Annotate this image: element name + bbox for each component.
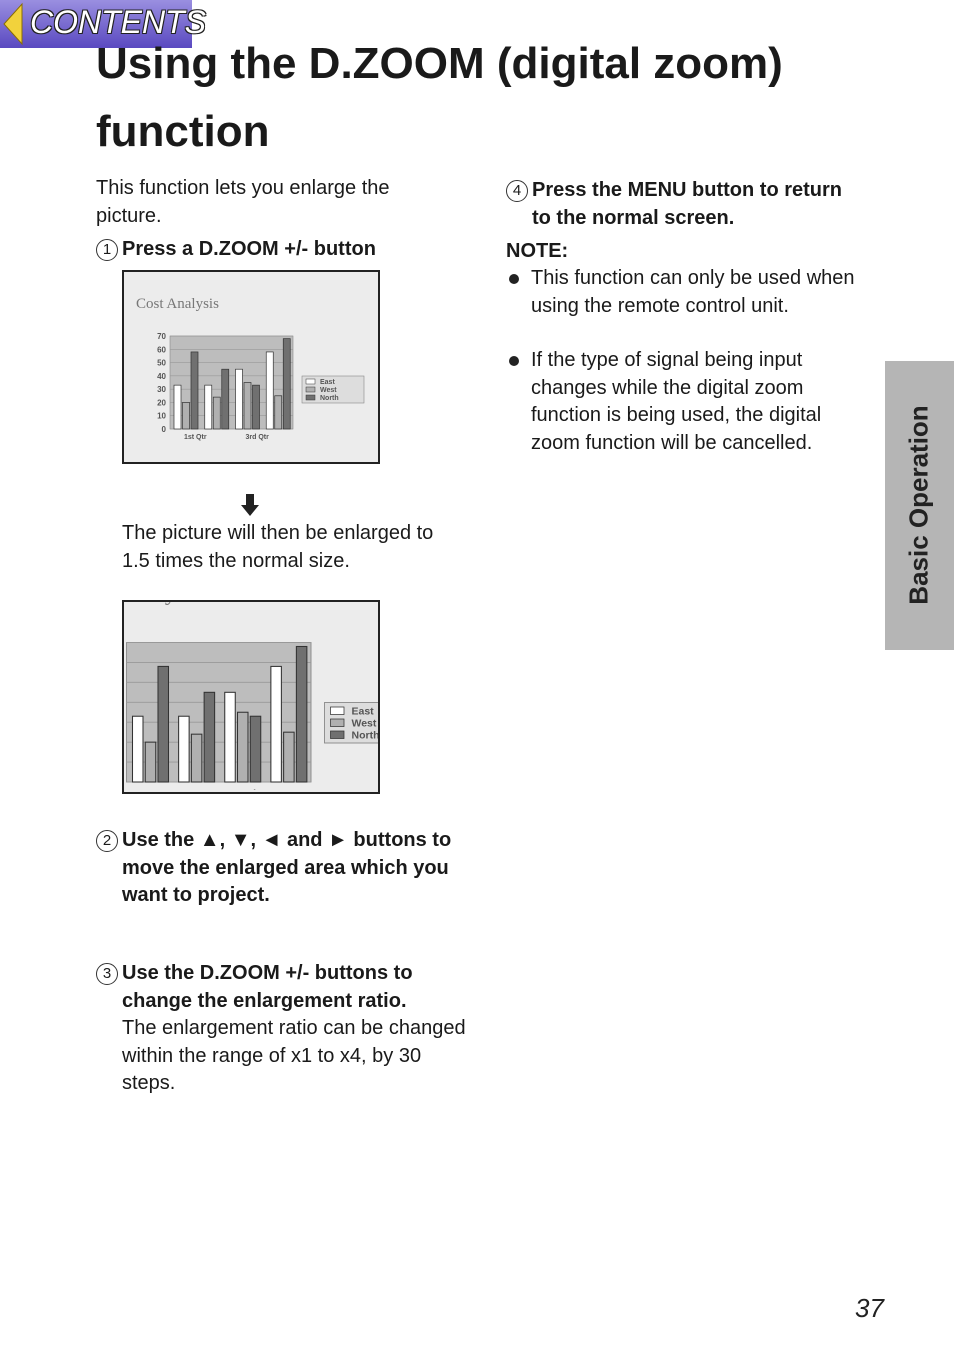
step-heading: Press a D.ZOOM +/- button [122, 238, 376, 260]
step-body: The picture will then be enlarged to 1.5… [122, 522, 434, 572]
legend-swatch [305, 386, 316, 393]
step-heading: Use the D.ZOOM +/- buttons to change the… [122, 962, 413, 1012]
x-tick-label: 3rd Qtr [246, 434, 270, 441]
step: 1 Press a D.ZOOM +/- button [96, 236, 476, 264]
bar [243, 382, 252, 430]
step: 2 Use the ▲, ▼, ◄ and ► buttons to move … [96, 827, 476, 910]
step-heading: Use the ▲, ▼, ◄ and ► buttons to move th… [122, 829, 452, 906]
y-tick-label: 70 [157, 332, 166, 341]
bar [252, 384, 260, 430]
contents-button[interactable]: CONTENTS [0, 0, 206, 48]
side-tab: Basic Operation [885, 361, 954, 650]
note-text: If the type of signal being input change… [531, 349, 822, 454]
bar [265, 351, 274, 430]
bar [283, 731, 295, 783]
bar [182, 402, 190, 430]
bar [282, 338, 291, 430]
legend-label: West [320, 387, 337, 394]
legend-swatch [330, 706, 345, 715]
legend-label: West [352, 718, 377, 730]
step-number: 2 [96, 830, 118, 852]
note-text: This function can only be used when usin… [531, 267, 855, 317]
illustration-chart: Cost Analysis 0 10 20 30 40 50 60 70 1st Qtr 3rd Q… [136, 296, 365, 441]
note-item: If the type of signal being input change… [509, 347, 866, 457]
chart-title: Cost Analysis [124, 602, 200, 606]
bar [236, 711, 249, 783]
side-tab-label: Basic Operation [903, 405, 934, 605]
contents-arrow [3, 2, 23, 46]
legend-swatch [305, 378, 316, 385]
bar [131, 715, 144, 783]
step-number: 3 [96, 963, 118, 985]
legend-label: North [320, 395, 339, 402]
bar [270, 665, 282, 783]
bullet [509, 274, 519, 284]
chart-group: Cost Analysis 0 10 20 30 40 50 60 70 1st Qtr 3rd Q… [136, 296, 365, 441]
bar [295, 645, 308, 783]
x-tick-label: 3rd Qtr [240, 788, 275, 790]
step: 3 Use the D.ZOOM +/- buttons to change t… [96, 960, 476, 1098]
legend-label: East [320, 379, 335, 386]
bar [249, 715, 262, 783]
contents-label: CONTENTS [30, 4, 206, 40]
note-label: NOTE: [506, 240, 569, 262]
step: 4 Press the MENU button to return to the… [506, 177, 866, 232]
intro: This function lets you enlarge the pictu… [96, 177, 390, 227]
bar [157, 665, 170, 783]
bar [190, 733, 203, 783]
step-body: The enlargement ratio can be changed wit… [122, 1017, 466, 1094]
y-tick-label: 0 [162, 425, 167, 434]
chart-title: Cost Analysis [136, 296, 219, 312]
legend-label: North [352, 730, 379, 742]
legend-swatch [330, 718, 345, 727]
y-tick-label: 20 [157, 398, 166, 407]
bar [203, 691, 216, 783]
bar [274, 395, 283, 430]
bar [235, 368, 243, 430]
bar [221, 368, 230, 430]
step-number: 4 [506, 180, 528, 202]
y-tick-label: 40 [157, 372, 166, 381]
bar [190, 351, 199, 430]
bar [144, 741, 157, 783]
screen-normal: Cost Analysis 0 10 20 30 40 50 60 70 1st Qtr 3rd Q… [122, 270, 380, 464]
bar [212, 396, 221, 430]
y-tick-label: 60 [157, 345, 166, 354]
step-heading: Press the MENU button to return to the n… [532, 179, 843, 229]
note-item: This function can only be used when usin… [509, 265, 866, 320]
legend-swatch [305, 394, 316, 401]
bar [178, 715, 190, 783]
down-arrow [241, 494, 259, 516]
x-tick-label: 1st Qtr [148, 788, 182, 790]
legend-swatch [330, 730, 345, 739]
legend-label: East [352, 706, 375, 718]
x-tick-label: 1st Qtr [184, 434, 207, 441]
y-tick-label: 30 [157, 385, 166, 394]
page-title: Using the D.ZOOM (digital zoom) function [96, 39, 783, 156]
bar [224, 691, 236, 783]
bullet [509, 356, 519, 366]
y-tick-label: 50 [157, 359, 166, 368]
y-tick-label: 10 [157, 412, 166, 421]
bar [204, 384, 213, 430]
step-number: 1 [96, 239, 118, 261]
bar [173, 384, 182, 430]
page-number: 37 [855, 1293, 884, 1323]
